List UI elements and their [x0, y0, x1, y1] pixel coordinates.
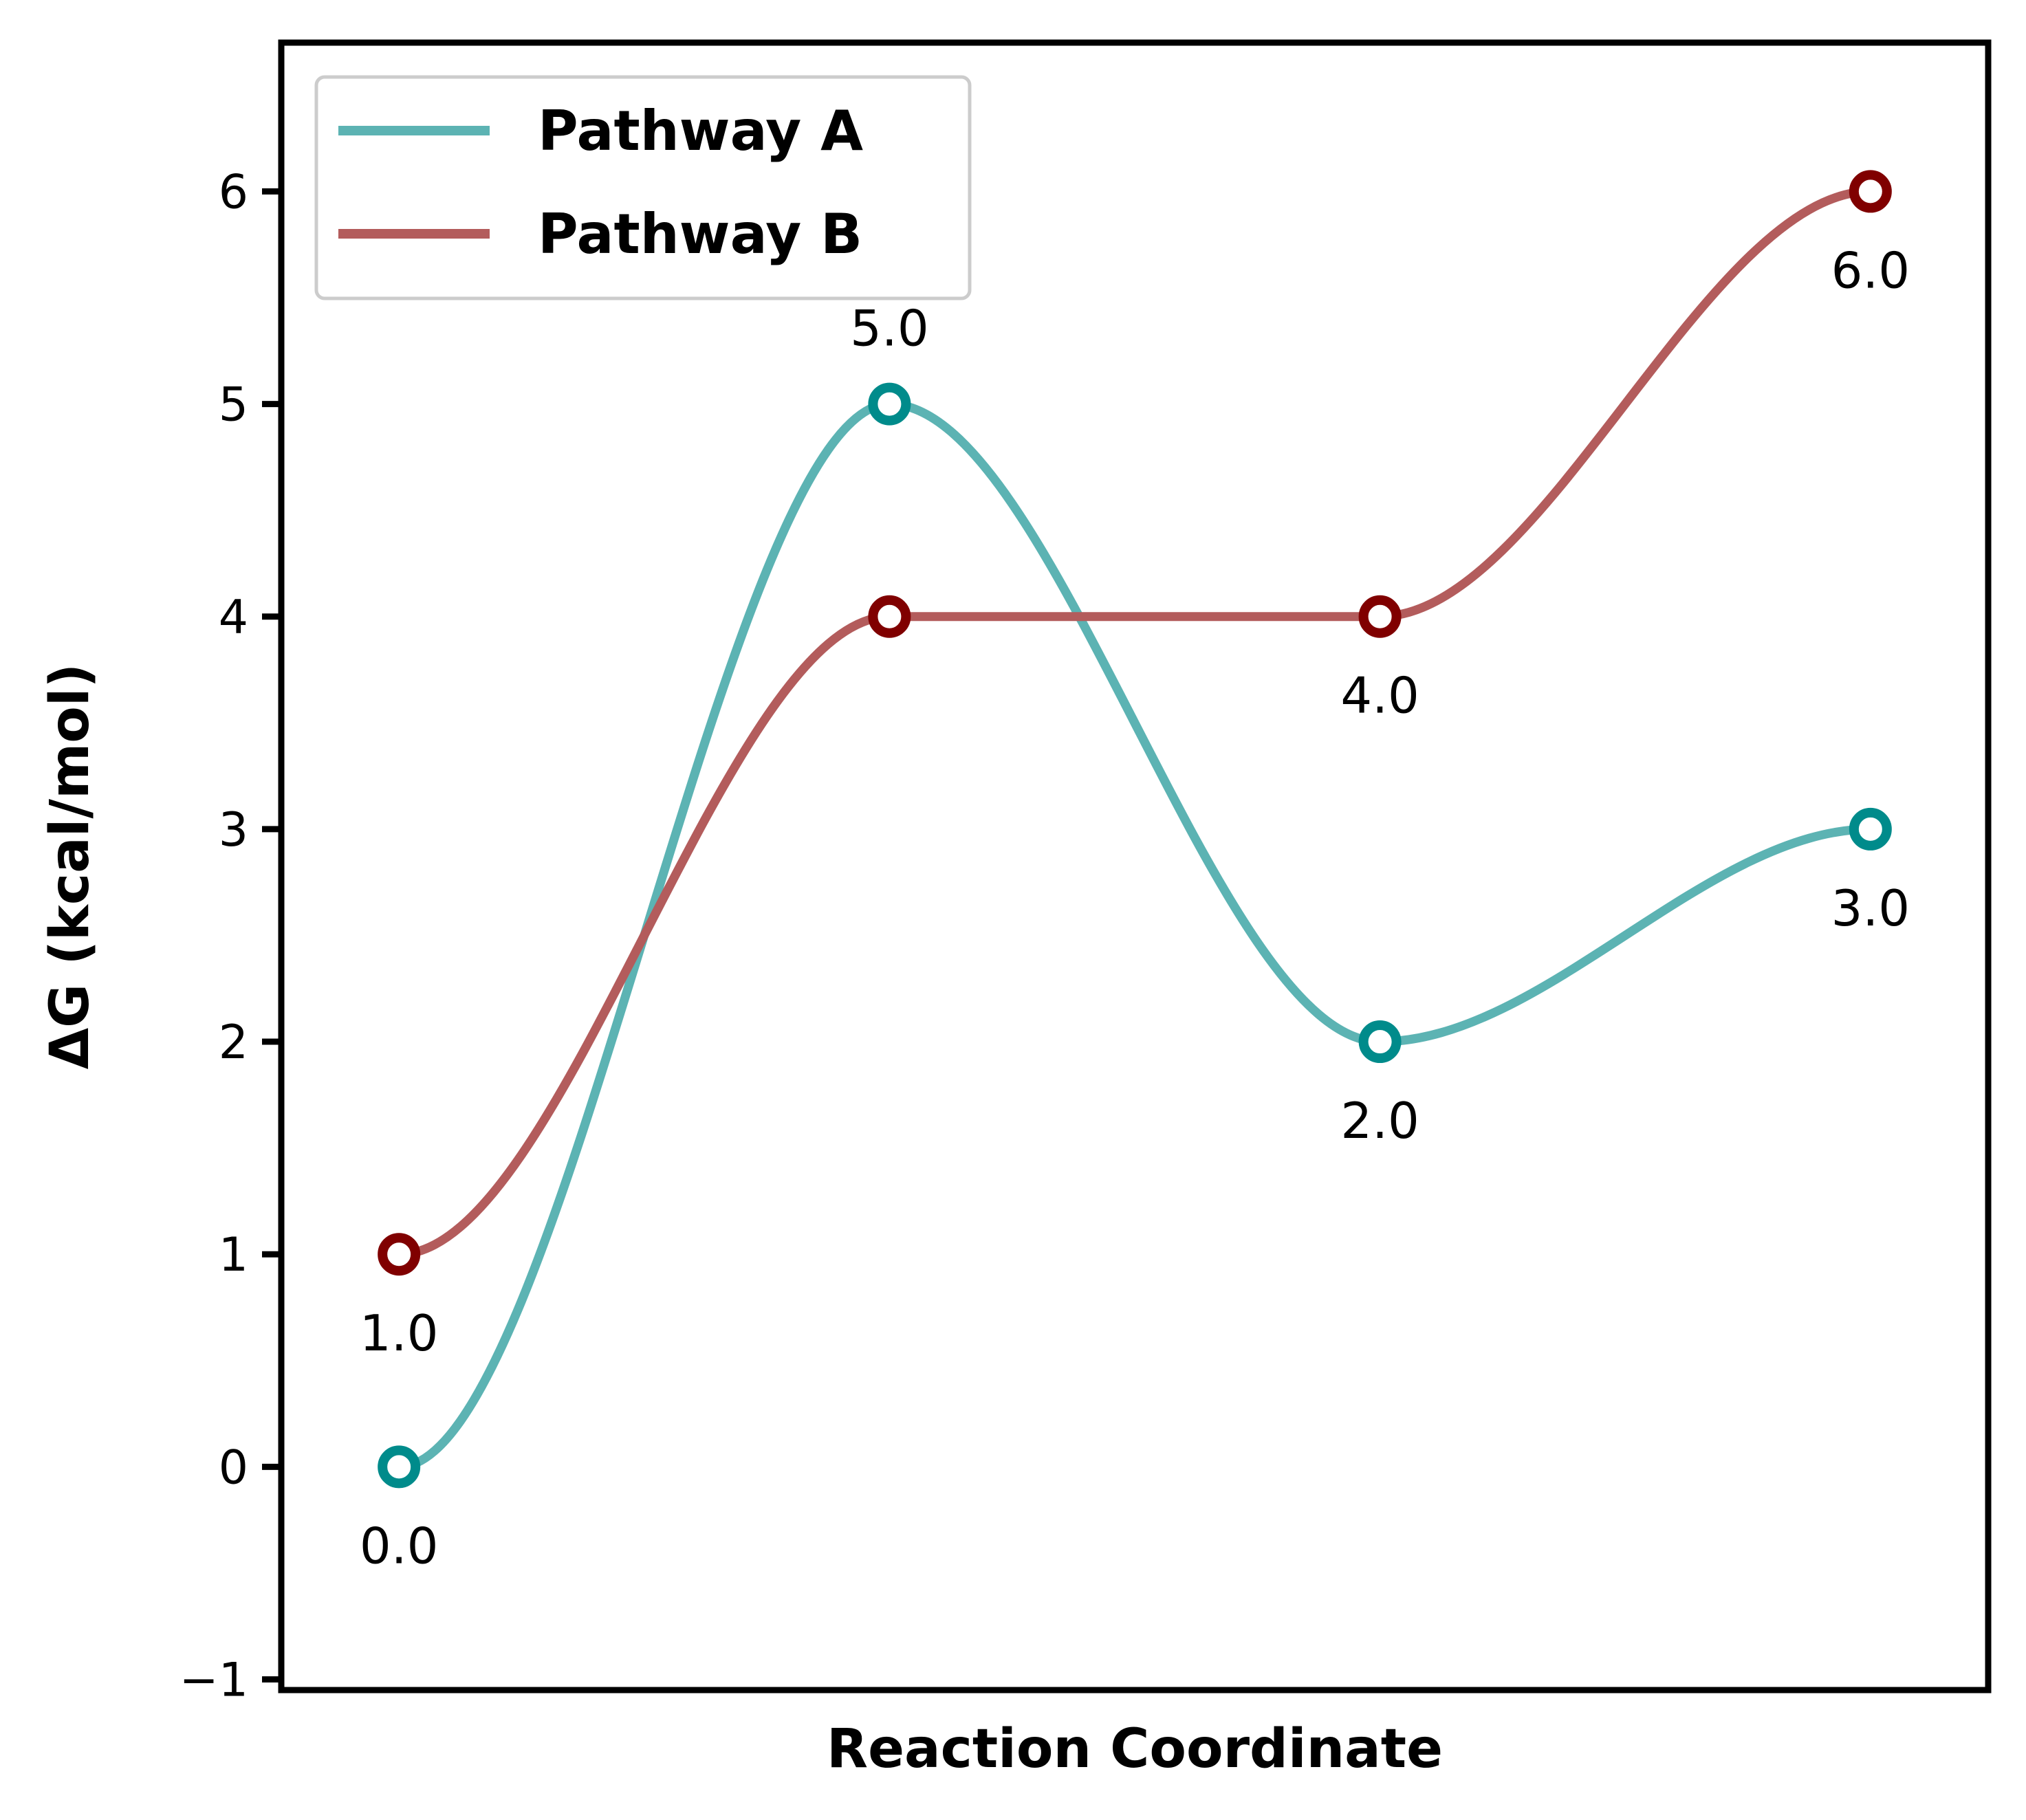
- y-tick-label: 1: [219, 1228, 248, 1282]
- data-label-pathway-a: 3.0: [1831, 879, 1910, 937]
- data-point-pathway-b: [378, 1233, 421, 1276]
- data-label-pathway-b: 6.0: [1831, 241, 1910, 299]
- y-tick-label: 4: [219, 591, 248, 645]
- data-point-pathway-a: [378, 1445, 421, 1489]
- data-point-pathway-b: [1358, 595, 1402, 638]
- marker-layer: [378, 170, 1892, 1489]
- series-layer: [394, 186, 1875, 1471]
- data-label-pathway-a: 0.0: [360, 1517, 439, 1575]
- legend-label-pathway-b: Pathway B: [538, 202, 862, 266]
- data-label-layer: 0.0 5.0 2.0 3.0 1.0 4.0 6.0: [360, 241, 1910, 1575]
- y-axis-title: ΔG (kcal/mol): [39, 664, 101, 1069]
- plot-frame: [278, 39, 1992, 1693]
- y-tick-label: 2: [219, 1016, 248, 1070]
- series-line-pathway-a: [394, 399, 1875, 1471]
- y-tick-label: 3: [219, 803, 248, 857]
- y-tick-label: −1: [179, 1654, 248, 1708]
- data-label-pathway-a: 5.0: [850, 300, 929, 358]
- legend: Pathway A Pathway B: [314, 75, 972, 300]
- series-line-pathway-b: [394, 186, 1875, 1259]
- data-label-pathway-b: 1.0: [360, 1304, 439, 1362]
- y-axis-ticks: −1 0 1 2 3 4 5 6: [179, 165, 281, 1708]
- y-tick-label: 5: [219, 378, 248, 432]
- data-point-pathway-b: [868, 595, 911, 638]
- data-point-pathway-a: [868, 382, 911, 426]
- data-point-pathway-a: [1849, 807, 1892, 851]
- y-tick-label: 0: [219, 1440, 248, 1495]
- data-point-pathway-a: [1358, 1020, 1402, 1064]
- x-axis-title: Reaction Coordinate: [827, 1718, 1443, 1780]
- data-point-pathway-b: [1849, 170, 1892, 213]
- data-label-pathway-a: 2.0: [1340, 1092, 1419, 1150]
- y-tick-label: 6: [219, 165, 248, 219]
- data-label-pathway-b: 4.0: [1340, 667, 1419, 725]
- legend-label-pathway-a: Pathway A: [538, 99, 863, 163]
